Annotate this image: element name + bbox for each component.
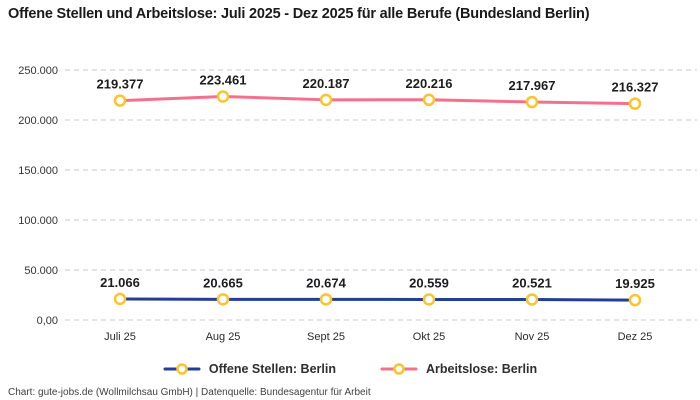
data-point-marker[interactable] — [422, 93, 436, 107]
data-point-label: 220.187 — [303, 76, 350, 91]
series-line-arbeitslose — [118, 95, 637, 106]
x-axis-tick-label: Okt 25 — [413, 331, 445, 343]
legend-label-offene-stellen: Offene Stellen: Berlin — [208, 362, 336, 376]
data-point-marker[interactable] — [628, 97, 642, 110]
data-point-label: 19.925 — [615, 276, 655, 291]
y-axis-tick-label: 100.000 — [18, 215, 58, 227]
y-axis-tick-label: 200.000 — [18, 115, 58, 127]
data-point-label: 20.521 — [512, 275, 552, 290]
data-point-label: 20.674 — [306, 275, 347, 290]
legend: Offene Stellen: Berlin Arbeitslose: Berl… — [0, 362, 700, 376]
chart-title: Offene Stellen und Arbeitslose: Juli 202… — [8, 6, 590, 22]
x-axis-tick-label: Dez 25 — [618, 331, 653, 343]
data-point-marker[interactable] — [113, 292, 127, 306]
data-point-label: 223.461 — [200, 73, 247, 88]
y-axis-tick-label: 50.000 — [24, 265, 58, 277]
y-axis-tick-label: 150.000 — [18, 165, 58, 177]
data-point-marker[interactable] — [525, 293, 539, 306]
x-axis-tick-label: Nov 25 — [515, 331, 550, 343]
legend-item-offene-stellen[interactable]: Offene Stellen: Berlin — [163, 362, 336, 376]
legend-item-arbeitslose[interactable]: Arbeitslose: Berlin — [380, 362, 537, 376]
data-point-label: 220.216 — [406, 76, 453, 91]
x-axis-tick-label: Juli 25 — [104, 331, 136, 343]
data-point-label: 20.665 — [203, 275, 243, 290]
data-point-marker[interactable] — [319, 293, 333, 306]
data-point-label: 21.066 — [100, 275, 140, 290]
x-axis-tick-label: Sept 25 — [307, 331, 345, 343]
line-marker-icon — [163, 363, 201, 375]
series-line-offene_stellen — [118, 297, 637, 302]
data-point-marker[interactable] — [628, 293, 642, 307]
data-point-marker[interactable] — [113, 94, 127, 107]
data-point-label: 217.967 — [509, 78, 556, 93]
data-point-marker[interactable] — [216, 293, 230, 306]
data-point-marker[interactable] — [525, 95, 539, 109]
data-point-label: 20.559 — [409, 275, 449, 290]
data-point-label: 216.327 — [612, 80, 659, 95]
data-point-marker[interactable] — [319, 93, 333, 107]
legend-label-arbeitslose: Arbeitslose: Berlin — [425, 362, 538, 376]
data-point-marker[interactable] — [422, 293, 436, 306]
data-point-label: 219.377 — [97, 77, 144, 92]
y-axis-tick-label: 250.000 — [18, 65, 58, 77]
x-axis-tick-label: Aug 25 — [206, 331, 241, 343]
data-point-marker[interactable] — [216, 90, 230, 103]
line-marker-icon — [380, 363, 418, 375]
attribution-text: Chart: gute-jobs.de (Wollmilchsau GmbH) … — [8, 387, 371, 398]
y-axis-tick-label: 0,00 — [37, 315, 58, 327]
